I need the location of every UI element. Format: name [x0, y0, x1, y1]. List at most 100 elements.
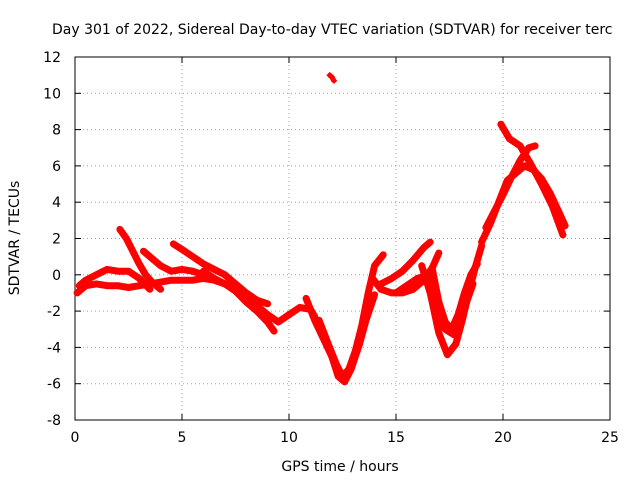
series-sat-h — [315, 251, 387, 380]
grid — [75, 57, 610, 420]
data-point — [315, 317, 322, 324]
data-point — [352, 348, 359, 355]
data-point — [393, 289, 399, 296]
data-point — [189, 253, 196, 260]
data-point — [168, 268, 175, 275]
data-point — [435, 250, 442, 257]
data-point — [538, 181, 545, 188]
data-point — [170, 240, 177, 247]
data-point — [264, 300, 271, 307]
data-point — [491, 208, 498, 215]
data-point — [324, 338, 331, 345]
data-point — [517, 157, 524, 164]
data-point — [93, 280, 100, 287]
data-point — [189, 268, 196, 275]
y-tick-label: -4 — [47, 340, 61, 356]
y-tick-label: 8 — [52, 123, 61, 139]
data-point — [435, 329, 442, 336]
data-point — [200, 268, 207, 275]
data-point — [168, 277, 175, 284]
x-tick-label: 25 — [601, 430, 619, 446]
series-sat-n — [428, 260, 481, 333]
y-tick-label: 0 — [52, 268, 61, 284]
data-point — [461, 289, 468, 296]
data-point — [179, 246, 185, 253]
data-point — [427, 239, 434, 246]
series-sat-i — [326, 72, 337, 84]
series-sat-b — [75, 265, 154, 293]
data-point — [179, 266, 185, 273]
data-point — [142, 271, 149, 278]
x-tick-label: 15 — [387, 430, 405, 446]
data-point — [444, 351, 451, 358]
data-point — [380, 251, 387, 258]
data-point — [525, 144, 532, 151]
x-tick-label: 10 — [280, 430, 298, 446]
data-point — [211, 275, 218, 282]
y-tick-label: 12 — [43, 50, 61, 66]
series-line — [377, 238, 434, 288]
data-point — [114, 268, 121, 275]
data-series — [73, 72, 569, 386]
data-point — [388, 275, 395, 282]
data-point — [157, 279, 164, 286]
data-point — [527, 161, 534, 168]
data-point — [232, 282, 239, 289]
data-point — [521, 162, 528, 169]
data-point — [467, 271, 474, 278]
data-point — [136, 260, 143, 267]
series-line — [169, 240, 272, 308]
data-point — [253, 302, 260, 309]
series-line — [75, 265, 154, 293]
data-point — [221, 280, 228, 287]
data-point — [179, 277, 185, 284]
data-point — [500, 191, 506, 198]
series-sat-k — [377, 238, 434, 288]
data-point — [371, 291, 378, 298]
data-point — [243, 293, 250, 300]
data-point — [345, 366, 352, 373]
data-point — [497, 121, 504, 128]
data-point — [157, 262, 164, 269]
data-point — [429, 266, 436, 273]
data-point — [378, 280, 385, 287]
series-sat-e — [169, 240, 272, 308]
data-point — [474, 260, 481, 267]
data-point — [264, 311, 271, 318]
data-point — [403, 282, 410, 289]
data-point — [478, 239, 485, 246]
data-point — [371, 262, 378, 269]
series-sat-p — [482, 142, 539, 232]
data-point — [136, 282, 143, 289]
data-point — [549, 202, 556, 209]
data-point — [410, 257, 417, 264]
data-point — [125, 284, 132, 291]
data-point — [114, 282, 121, 289]
data-point — [149, 255, 156, 262]
series-line — [418, 242, 486, 359]
data-point — [442, 318, 449, 325]
data-point — [482, 224, 489, 231]
data-point — [93, 271, 100, 278]
data-point — [116, 226, 123, 233]
series-sat-c — [116, 225, 165, 293]
data-point — [129, 248, 136, 255]
data-point — [264, 318, 271, 325]
data-point — [418, 262, 425, 269]
data-point — [74, 289, 81, 296]
data-point — [149, 279, 156, 286]
data-point — [333, 360, 340, 367]
series-line — [428, 260, 481, 333]
data-point — [508, 173, 515, 180]
series-sat-a — [73, 274, 278, 335]
x-axis-label: GPS time / hours — [281, 459, 398, 475]
data-point — [123, 235, 130, 242]
data-point — [328, 73, 335, 80]
data-point — [76, 282, 83, 289]
data-point — [452, 340, 459, 347]
data-point — [339, 373, 346, 380]
data-point — [448, 326, 455, 333]
data-point — [369, 275, 376, 282]
data-point — [330, 77, 337, 84]
